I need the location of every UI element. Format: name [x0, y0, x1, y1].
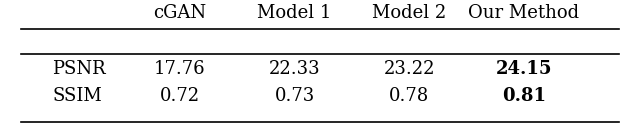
Text: 24.15: 24.15 — [495, 60, 552, 78]
Text: 0.78: 0.78 — [389, 88, 429, 105]
Text: 22.33: 22.33 — [269, 60, 321, 78]
Text: cGAN: cGAN — [153, 4, 206, 22]
Text: 23.22: 23.22 — [383, 60, 435, 78]
Text: 17.76: 17.76 — [154, 60, 205, 78]
Text: 0.73: 0.73 — [275, 88, 315, 105]
Text: Model 1: Model 1 — [257, 4, 332, 22]
Text: Model 2: Model 2 — [372, 4, 446, 22]
Text: 0.72: 0.72 — [160, 88, 200, 105]
Text: 0.81: 0.81 — [502, 88, 546, 105]
Text: SSIM: SSIM — [52, 88, 102, 105]
Text: PSNR: PSNR — [52, 60, 106, 78]
Text: Our Method: Our Method — [468, 4, 579, 22]
